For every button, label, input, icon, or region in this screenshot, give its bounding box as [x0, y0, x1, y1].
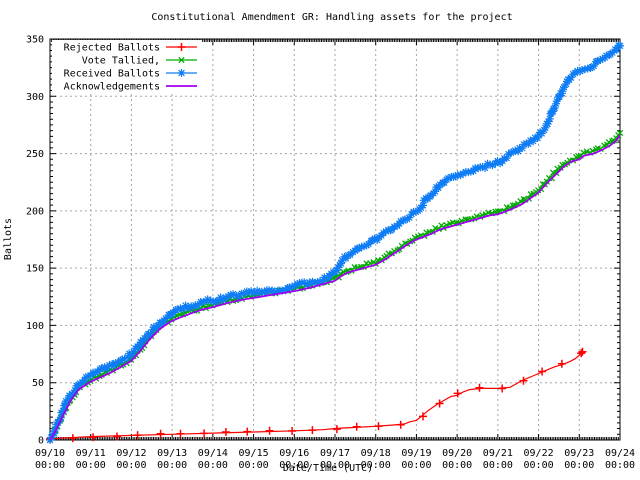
y-tick-label: 350	[26, 35, 44, 46]
legend-background	[52, 40, 202, 93]
x-tick-date: 09/24	[605, 448, 635, 459]
series-line	[49, 134, 621, 441]
x-tick-date: 09/15	[239, 448, 269, 459]
legend-entry: Acknowledgements	[64, 82, 197, 93]
legend-label: Acknowledgements	[64, 82, 160, 93]
x-tick-time: 00:00	[76, 460, 106, 471]
x-tick-time: 00:00	[361, 460, 391, 471]
legend-sample-marker	[177, 43, 186, 51]
x-tick-time: 00:00	[442, 460, 472, 471]
series-line	[49, 132, 621, 441]
data-series	[46, 41, 624, 444]
series-received-ballots	[46, 41, 624, 444]
x-tick-date: 09/23	[564, 448, 594, 459]
legend-label: Received Ballots	[64, 69, 160, 80]
x-tick-time: 00:00	[564, 460, 594, 471]
x-tick-date: 09/10	[35, 448, 65, 459]
x-tick-time: 00:00	[320, 460, 350, 471]
y-tick-label: 250	[26, 149, 44, 160]
series-rejected-ballots	[46, 347, 587, 443]
x-tick-time: 00:00	[239, 460, 269, 471]
y-tick-label: 100	[26, 321, 44, 332]
legend-sample-marker	[177, 69, 186, 77]
x-tick-time: 00:00	[35, 460, 65, 471]
y-tick-label: 50	[32, 378, 44, 389]
legend-entry: Vote Tallied,	[82, 56, 197, 67]
grid-path	[50, 39, 620, 440]
series-markers	[46, 41, 624, 444]
x-tick-date: 09/19	[401, 448, 431, 459]
y-tick-label: 150	[26, 264, 44, 275]
x-tick-date: 09/16	[279, 448, 309, 459]
x-tick-time: 00:00	[279, 460, 309, 471]
x-tick-date: 09/13	[157, 448, 187, 459]
series-line	[49, 351, 583, 440]
legend: Rejected Ballots Vote Tallied, Received Ba…	[52, 40, 202, 93]
x-tick-time: 00:00	[116, 460, 146, 471]
legend-entry: Received Ballots	[64, 69, 197, 80]
x-tick-date: 09/12	[116, 448, 146, 459]
x-tick-time: 00:00	[157, 460, 187, 471]
legend-label: Vote Tallied,	[82, 56, 160, 67]
series-acknowledgements	[49, 134, 621, 441]
x-tick-date: 09/11	[76, 448, 106, 459]
y-tick-label: 0	[38, 436, 44, 447]
legend-entry: Rejected Ballots	[64, 43, 197, 54]
x-tick-time: 00:00	[524, 460, 554, 471]
legend-sample-marker	[178, 56, 185, 64]
y-axis-label: Ballots	[3, 218, 14, 260]
x-tick-date: 09/18	[361, 448, 391, 459]
x-tick-time: 00:00	[483, 460, 513, 471]
x-tick-date: 09/20	[442, 448, 472, 459]
x-tick-time: 00:00	[605, 460, 635, 471]
axis-tick-labels: 05010015020025030035009/1000:0009/1100:0…	[26, 35, 635, 472]
x-tick-date: 09/14	[198, 448, 228, 459]
x-axis-label: Date/Time (UTC)	[283, 463, 373, 474]
x-tick-date: 09/17	[320, 448, 350, 459]
gridlines	[50, 39, 620, 440]
chart-title: Constitutional Amendment GR: Handling as…	[151, 12, 512, 23]
x-tick-time: 00:00	[198, 460, 228, 471]
x-tick-time: 00:00	[401, 460, 431, 471]
x-tick-date: 09/21	[483, 448, 513, 459]
x-tick-date: 09/22	[524, 448, 554, 459]
y-tick-label: 200	[26, 206, 44, 217]
legend-label: Rejected Ballots	[64, 43, 160, 54]
y-tick-label: 300	[26, 92, 44, 103]
